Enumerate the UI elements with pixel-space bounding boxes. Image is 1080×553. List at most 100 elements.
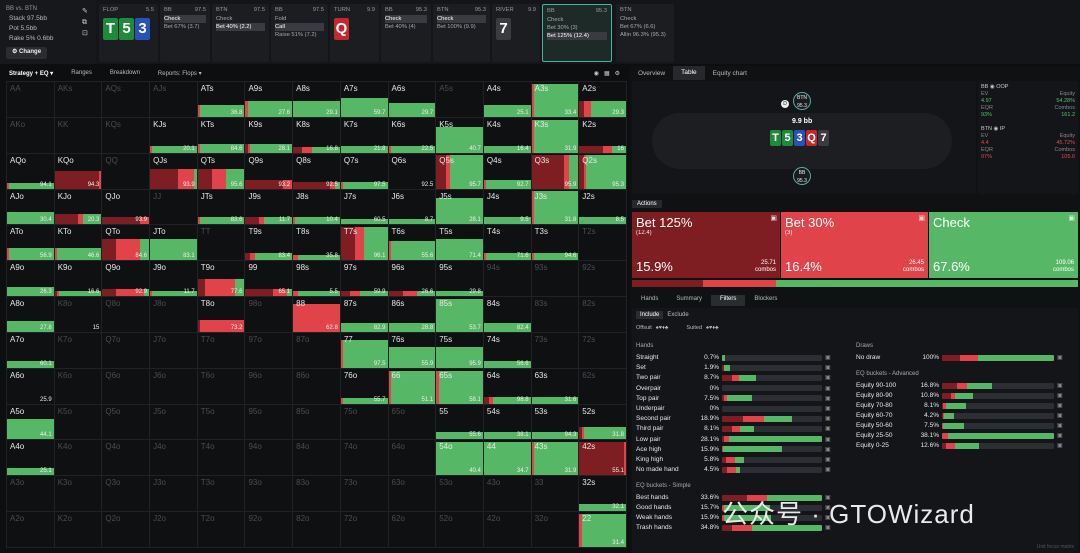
gamepad-icon[interactable]: ⊡ — [82, 30, 88, 37]
row-detail-icon[interactable]: ▣ — [1057, 433, 1063, 439]
hand-cell-k7o[interactable]: K7o — [53, 331, 103, 369]
action-option[interactable]: Raise 51% (7.2) — [275, 32, 317, 38]
filter-row[interactable]: Top pair 7.5% ▣ — [636, 394, 831, 403]
hand-cell-64s[interactable]: 64s 98.8 — [482, 367, 532, 405]
row-detail-icon[interactable]: ▣ — [1057, 423, 1063, 429]
hand-cell-j4o[interactable]: J4o — [149, 439, 198, 477]
hand-cell-j3o[interactable]: J3o — [149, 475, 198, 513]
row-detail-icon[interactable]: ▣ — [1057, 413, 1063, 419]
filter-row[interactable]: Set 1.9% ▣ — [636, 363, 831, 372]
action-option[interactable]: Bet 125% (12.4) — [547, 32, 607, 40]
row-detail-icon[interactable]: ▣ — [825, 495, 831, 501]
hand-cell-tt[interactable]: TT — [196, 224, 246, 262]
row-detail-icon[interactable]: ▣ — [825, 457, 831, 463]
hand-cell-66[interactable]: 66 51.1 — [387, 367, 437, 405]
hand-cell-q9s[interactable]: Q9s 93.2 — [244, 152, 294, 190]
action-option[interactable]: Check — [385, 15, 427, 23]
filter-row[interactable]: Equity 60-70 4.2% ▣ — [856, 411, 1063, 420]
filter-row[interactable]: Trash hands 34.8% ▣ — [636, 523, 831, 532]
row-detail-icon[interactable]: ▣ — [825, 446, 831, 453]
hand-cell-q7s[interactable]: Q7s 97.5 — [339, 152, 389, 190]
hand-cell-52s[interactable]: 52s 31.8 — [578, 403, 627, 441]
row-detail-icon[interactable]: ▣ — [825, 416, 831, 423]
action-option[interactable]: Check — [620, 16, 637, 22]
hand-cell-92s[interactable]: 92s — [578, 260, 627, 298]
hand-cell-83s[interactable]: 83s — [530, 296, 580, 333]
hand-cell-t9o[interactable]: T9o 77.6 — [196, 260, 246, 298]
hand-cell-a8s[interactable]: A8s 29.1 — [292, 81, 341, 118]
hand-cell-65o[interactable]: 65o — [387, 403, 437, 441]
hand-cell-95o[interactable]: 95o — [244, 403, 294, 441]
tab-blockers[interactable]: Blockers — [754, 296, 778, 302]
hand-cell-22[interactable]: 22 31.4 — [578, 511, 627, 548]
hand-cell-kqs[interactable]: KQs — [101, 116, 151, 154]
street-node-btn[interactable]: BTN 97.5 Check Bet 40% (2.2) — [212, 4, 269, 62]
hand-cell-76s[interactable]: 76s 55.9 — [387, 331, 437, 369]
filter-row[interactable]: Ace high 15.9% ▣ — [636, 445, 831, 454]
tab-breakdown[interactable]: Breakdown — [109, 70, 140, 76]
hand-cell-88[interactable]: 88 62.8 — [292, 296, 341, 333]
hand-cell-j6o[interactable]: J6o — [149, 367, 198, 405]
hand-cell-k5s[interactable]: K5s 40.7 — [435, 116, 484, 154]
row-detail-icon[interactable]: ▣ — [825, 375, 831, 382]
edit-icon[interactable]: ✎ — [82, 8, 88, 15]
hand-cell-ato[interactable]: ATo 56.9 — [6, 224, 55, 262]
hand-cell-qjs[interactable]: QJs 93.9 — [149, 152, 198, 190]
hand-cell-k3s[interactable]: K3s 31.9 — [530, 116, 580, 154]
copy-icon[interactable]: ⧉ — [82, 19, 87, 26]
filter-row[interactable]: Equity 80-90 10.8% ▣ — [856, 391, 1063, 400]
hand-cell-k5o[interactable]: K5o — [53, 403, 103, 441]
hand-cell-t4s[interactable]: T4s 71.6 — [482, 224, 532, 262]
street-node-bb[interactable]: BB 95.3 Check Bet 40% (4) — [381, 4, 431, 62]
hand-cell-a6o[interactable]: A6o 25.9 — [6, 367, 55, 405]
hand-cell-75o[interactable]: 75o — [339, 403, 389, 441]
hand-cell-aqo[interactable]: AQo 94.1 — [6, 152, 55, 190]
action-option[interactable]: Bet 40% (2.2) — [216, 23, 265, 31]
row-detail-icon[interactable]: ▣ — [825, 436, 831, 443]
change-button[interactable]: ⚙ Change — [6, 47, 48, 59]
settings-icon[interactable]: ⚙ — [614, 70, 620, 77]
hand-cell-a2o[interactable]: A2o — [6, 511, 55, 548]
suited-suits-icon[interactable]: ♠♥♦♣ — [706, 325, 719, 331]
hand-cell-q9o[interactable]: Q9o 92.9 — [101, 260, 151, 298]
hand-cell-a8o[interactable]: A8o 27.8 — [6, 296, 55, 333]
filter-row[interactable]: Equity 0-25 12.6% ▣ — [856, 441, 1063, 450]
hand-cell-63s[interactable]: 63s 31.6 — [530, 367, 580, 405]
hand-cell-87s[interactable]: 87s 82.9 — [339, 296, 389, 333]
hand-cell-t2o[interactable]: T2o — [196, 511, 246, 548]
hand-cell-92o[interactable]: 92o — [244, 511, 294, 548]
hand-cell-ako[interactable]: AKo — [6, 116, 55, 154]
hand-cell-a3o[interactable]: A3o — [6, 475, 55, 513]
hand-cell-65s[interactable]: 65s 58.1 — [435, 367, 484, 405]
hand-cell-q6s[interactable]: Q6s 92.5 — [387, 152, 437, 190]
hand-cell-j4s[interactable]: J4s 9.5 — [482, 188, 532, 226]
action-option[interactable]: Check — [437, 15, 486, 23]
hand-cell-j8o[interactable]: J8o — [149, 296, 198, 333]
hand-cell-k8o[interactable]: K8o 15 — [53, 296, 103, 333]
hand-cell-q2o[interactable]: Q2o — [101, 511, 151, 548]
street-node-turn[interactable]: TURN 9.9 Q — [330, 4, 379, 62]
hand-cell-q4s[interactable]: Q4s 92.7 — [482, 152, 532, 190]
tab-summary[interactable]: Summary — [676, 296, 703, 302]
hand-cell-43s[interactable]: 43s 31.9 — [530, 439, 580, 477]
hand-cell-j5o[interactable]: J5o — [149, 403, 198, 441]
hand-cell-t3o[interactable]: T3o — [196, 475, 246, 513]
hand-cell-j6s[interactable]: J6s 8.7 — [387, 188, 437, 226]
hand-cell-87o[interactable]: 87o — [292, 331, 341, 369]
hand-cell-kts[interactable]: KTs 84.6 — [196, 116, 246, 154]
hand-cell-t6o[interactable]: T6o — [196, 367, 246, 405]
row-detail-icon[interactable]: ▣ — [825, 355, 831, 361]
hand-cell-k6o[interactable]: K6o — [53, 367, 103, 405]
action-option[interactable]: Bet 30% (3) — [547, 25, 578, 31]
filter-row[interactable]: No draw 100% ▣ — [856, 353, 1063, 362]
hand-cell-63o[interactable]: 63o — [387, 475, 437, 513]
hand-cell-82s[interactable]: 82s — [578, 296, 627, 333]
hand-cell-97s[interactable]: 97s 59.9 — [339, 260, 389, 298]
exclude-tab[interactable]: Exclude — [667, 312, 689, 318]
row-detail-icon[interactable]: ▣ — [825, 426, 831, 433]
hand-cell-q8o[interactable]: Q8o — [101, 296, 151, 333]
action-option[interactable]: Bet 67% (3.7) — [164, 24, 200, 30]
hand-cell-q8s[interactable]: Q8s 92.5 — [292, 152, 341, 190]
hand-cell-k7s[interactable]: K7s 21.8 — [339, 116, 389, 154]
hand-cell-kto[interactable]: KTo 46.6 — [53, 224, 103, 262]
